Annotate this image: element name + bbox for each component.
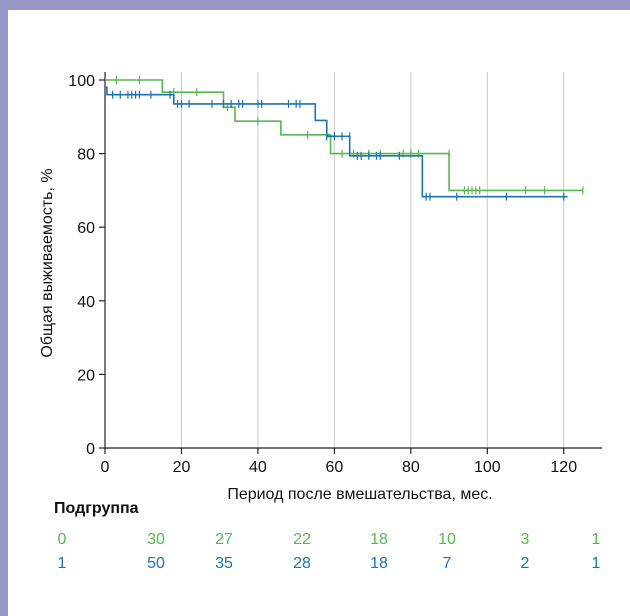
series-1 — [105, 86, 568, 201]
risk-value-0-5: 3 — [521, 531, 530, 548]
risk-value-0-2: 22 — [293, 531, 311, 548]
survival-curve-0 — [105, 79, 583, 192]
x-tick-label-20: 20 — [173, 459, 191, 476]
x-tick-label-120: 120 — [550, 459, 577, 476]
risk-value-0-0: 30 — [147, 531, 165, 548]
y-tick-label-40: 40 — [77, 294, 95, 311]
risk-value-0-1: 27 — [215, 531, 233, 548]
risk-value-1-1: 35 — [215, 555, 233, 572]
risk-value-1-2: 28 — [293, 555, 311, 572]
risk-value-1-5: 2 — [521, 555, 530, 572]
risk-table: 0 30 27 22 18 10 3 1 1 50 35 28 18 7 2 1 — [58, 531, 601, 572]
tick-labels: 0 20 40 60 80 100 0 20 40 60 80 100 120 — [68, 73, 577, 476]
risk-row-label-0: 0 — [58, 531, 67, 548]
axes — [99, 72, 602, 454]
y-axis-title: Общая выживаемость, % — [39, 168, 56, 357]
y-tick-label-0: 0 — [86, 441, 95, 458]
risk-value-1-0: 50 — [147, 555, 165, 572]
x-tick-label-60: 60 — [325, 459, 343, 476]
x-tick-label-80: 80 — [402, 459, 420, 476]
series-layer — [105, 76, 584, 201]
risk-value-1-3: 18 — [370, 555, 388, 572]
risk-value-0-3: 18 — [370, 531, 388, 548]
series-0 — [105, 76, 584, 195]
y-tick-label-100: 100 — [68, 73, 95, 90]
survival-curve-1 — [105, 86, 568, 198]
risk-value-0-6: 1 — [592, 531, 601, 548]
x-tick-label-40: 40 — [249, 459, 267, 476]
x-tick-label-100: 100 — [474, 459, 501, 476]
y-tick-label-80: 80 — [77, 147, 95, 164]
risk-value-0-4: 10 — [438, 531, 456, 548]
x-tick-label-0: 0 — [101, 459, 110, 476]
risk-row-label-1: 1 — [58, 555, 67, 572]
risk-value-1-4: 7 — [443, 555, 452, 572]
risk-value-1-6: 1 — [592, 555, 601, 572]
y-tick-label-20: 20 — [77, 367, 95, 384]
risk-table-title: Подгруппа — [54, 500, 139, 517]
x-axis-title: Период после вмешательства, мес. — [227, 486, 492, 503]
y-tick-label-60: 60 — [77, 220, 95, 237]
grid-lines — [180, 72, 565, 448]
